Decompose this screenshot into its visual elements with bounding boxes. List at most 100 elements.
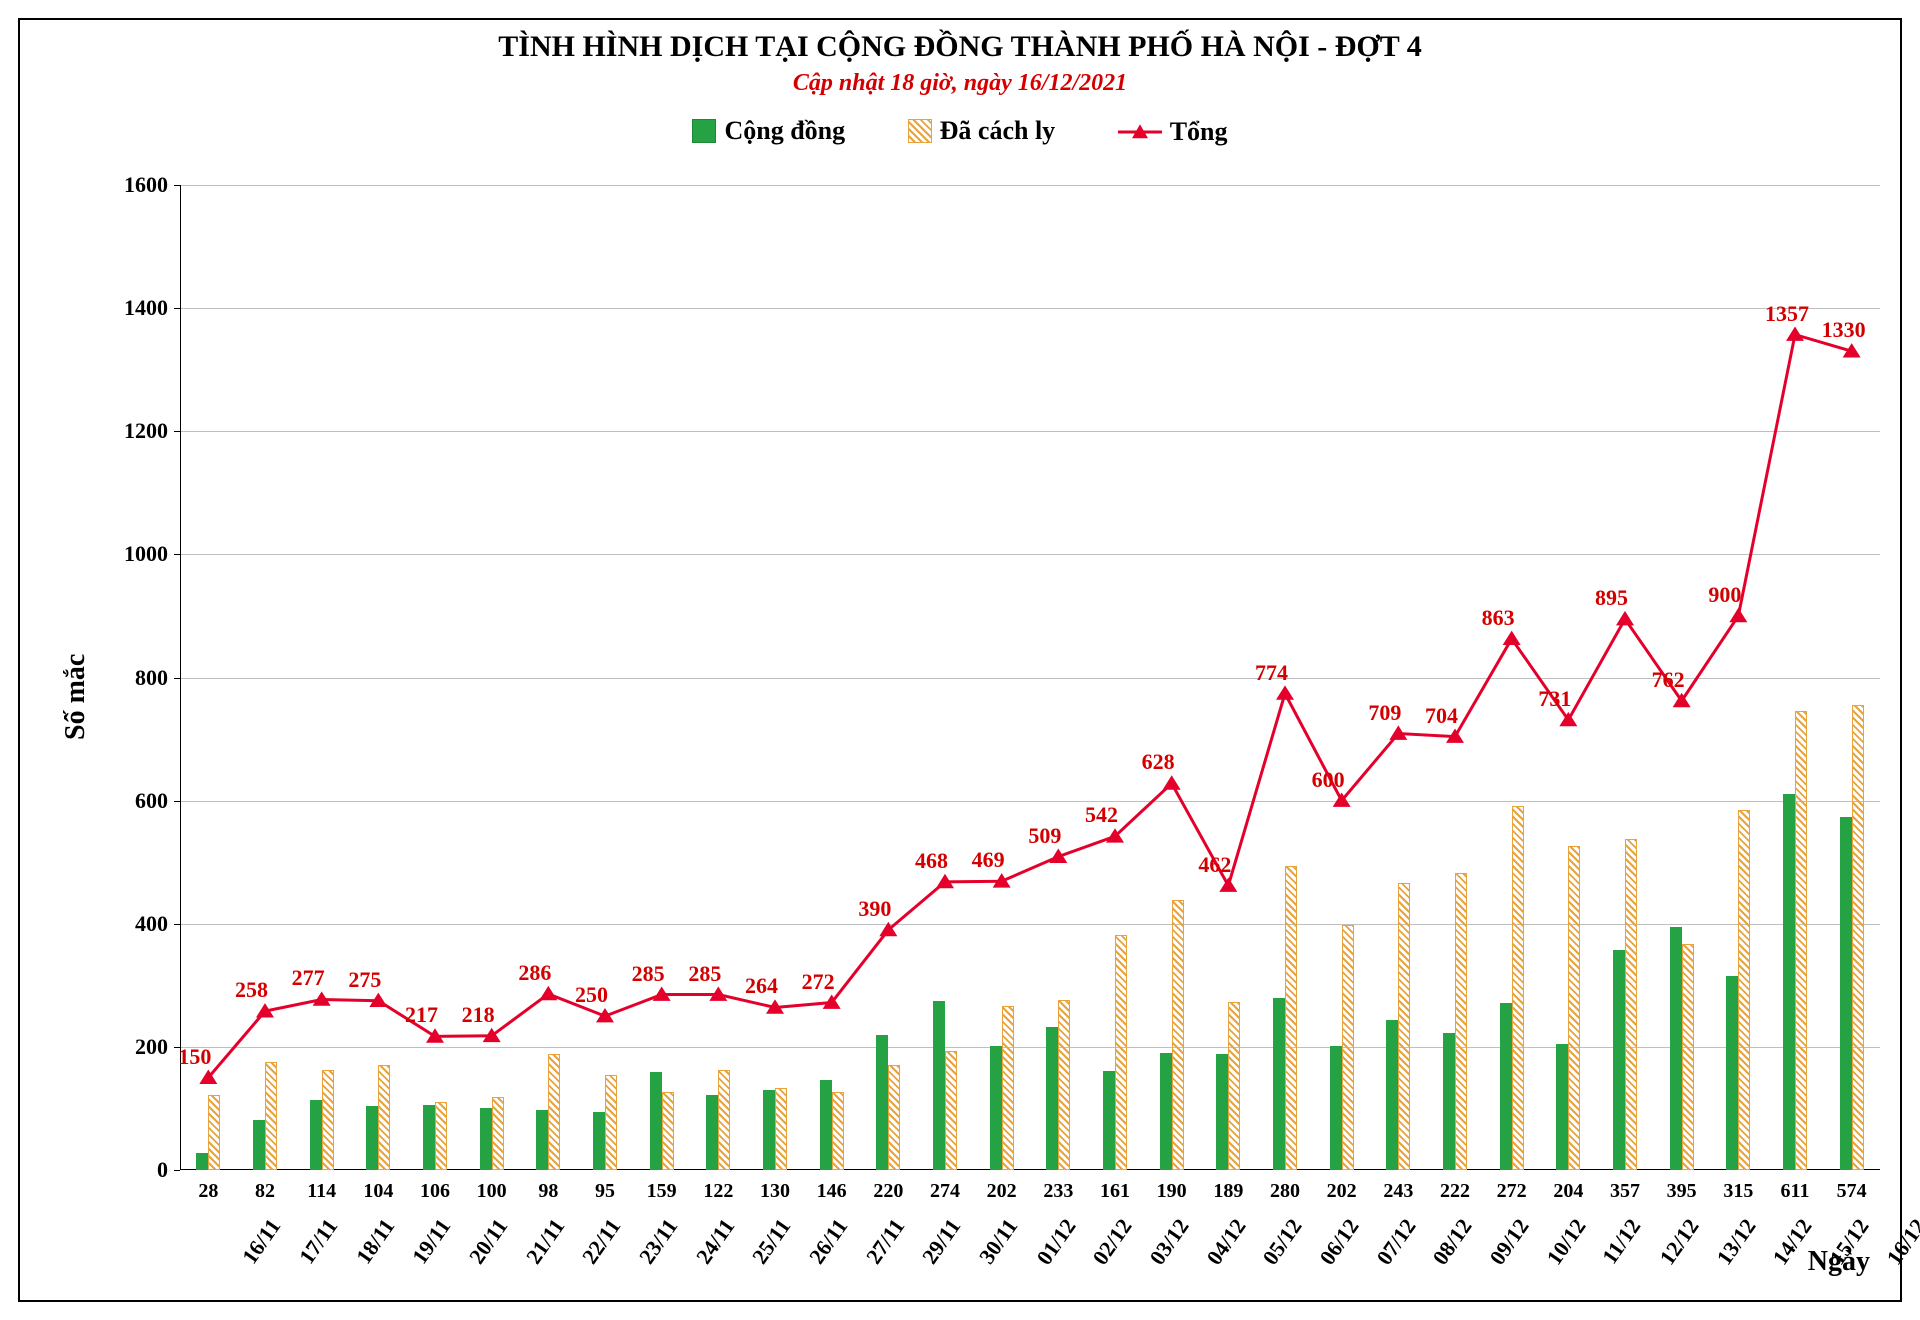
total-marker (539, 986, 557, 1000)
chart-frame: TÌNH HÌNH DỊCH TẠI CỘNG ĐỒNG THÀNH PHỐ H… (18, 18, 1902, 1302)
community-value-label: 106 (420, 1180, 450, 1203)
legend-swatch-quarantine (908, 119, 932, 143)
total-line (208, 335, 1851, 1078)
legend-item-community: Cộng đồng (692, 116, 845, 146)
total-marker (1616, 611, 1634, 625)
total-marker (1503, 631, 1521, 645)
y-tick (174, 1170, 180, 1171)
x-tick-label: 04/12 (1201, 1214, 1251, 1270)
x-tick-label: 24/11 (691, 1214, 740, 1269)
total-value-label: 895 (1595, 585, 1628, 611)
community-value-label: 233 (1043, 1180, 1073, 1203)
community-value-label: 159 (647, 1180, 677, 1203)
total-value-label: 286 (518, 960, 551, 986)
community-value-label: 395 (1667, 1180, 1697, 1203)
total-value-label: 542 (1085, 802, 1118, 828)
community-value-label: 161 (1100, 1180, 1130, 1203)
chart-title: TÌNH HÌNH DỊCH TẠI CỘNG ĐỒNG THÀNH PHỐ H… (20, 30, 1900, 64)
total-value-label: 762 (1652, 667, 1685, 693)
community-value-label: 204 (1553, 1180, 1583, 1203)
x-tick-label: 06/12 (1314, 1214, 1364, 1270)
community-value-label: 611 (1781, 1180, 1810, 1203)
x-tick-label: 10/12 (1541, 1214, 1591, 1270)
total-value-label: 217 (405, 1002, 438, 1028)
community-value-label: 274 (930, 1180, 960, 1203)
x-tick-label: 11/12 (1597, 1214, 1646, 1269)
y-tick-label: 200 (135, 1034, 168, 1060)
community-value-label: 189 (1213, 1180, 1243, 1203)
x-tick-label: 08/12 (1428, 1214, 1478, 1270)
y-tick-label: 0 (157, 1157, 168, 1183)
community-value-label: 98 (538, 1180, 558, 1203)
x-tick-label: 21/11 (521, 1214, 570, 1269)
total-value-label: 250 (575, 982, 608, 1008)
x-tick-label: 25/11 (747, 1214, 796, 1269)
x-tick-label: 26/11 (804, 1214, 853, 1269)
x-tick-label: 23/11 (634, 1214, 683, 1269)
legend-swatch-total (1118, 121, 1162, 143)
total-value-label: 218 (462, 1002, 495, 1028)
community-value-label: 202 (987, 1180, 1017, 1203)
x-tick-label: 02/12 (1088, 1214, 1138, 1270)
total-value-label: 704 (1425, 703, 1458, 729)
community-value-label: 222 (1440, 1180, 1470, 1203)
legend-item-quarantine: Đã cách ly (908, 116, 1056, 146)
x-tick-label: 01/12 (1031, 1214, 1081, 1270)
y-tick-label: 1000 (124, 541, 168, 567)
total-value-label: 264 (745, 973, 778, 999)
x-tick-label: 07/12 (1371, 1214, 1421, 1270)
y-tick-label: 1400 (124, 295, 168, 321)
total-marker (1786, 326, 1804, 340)
total-marker (1276, 685, 1294, 699)
total-value-label: 863 (1482, 605, 1515, 631)
x-tick-label: 17/11 (294, 1214, 343, 1269)
x-tick-label: 16/11 (237, 1214, 286, 1269)
x-tick-label: 27/11 (861, 1214, 910, 1269)
total-value-label: 900 (1708, 582, 1741, 608)
total-value-label: 1357 (1765, 301, 1809, 327)
y-tick-label: 600 (135, 788, 168, 814)
total-value-label: 600 (1312, 767, 1345, 793)
total-value-label: 731 (1538, 686, 1571, 712)
community-value-label: 146 (817, 1180, 847, 1203)
community-value-label: 100 (477, 1180, 507, 1203)
total-value-label: 509 (1028, 823, 1061, 849)
community-value-label: 122 (703, 1180, 733, 1203)
community-value-label: 574 (1837, 1180, 1867, 1203)
community-value-label: 104 (363, 1180, 393, 1203)
x-tick-label: 16/12 (1881, 1214, 1920, 1270)
community-value-label: 220 (873, 1180, 903, 1203)
x-tick-label: 19/11 (407, 1214, 456, 1269)
community-value-label: 202 (1327, 1180, 1357, 1203)
total-value-label: 275 (348, 967, 381, 993)
total-marker (1559, 712, 1577, 726)
total-value-label: 709 (1368, 700, 1401, 726)
total-value-label: 277 (292, 965, 325, 991)
x-tick-label: 03/12 (1144, 1214, 1194, 1270)
total-marker (1673, 693, 1691, 707)
x-tick-label: 18/11 (351, 1214, 400, 1269)
community-value-label: 357 (1610, 1180, 1640, 1203)
total-value-label: 150 (178, 1044, 211, 1070)
community-value-label: 272 (1497, 1180, 1527, 1203)
community-value-label: 95 (595, 1180, 615, 1203)
legend-label-community: Cộng đồng (724, 116, 845, 146)
community-value-label: 280 (1270, 1180, 1300, 1203)
legend-swatch-community (692, 119, 716, 143)
total-value-label: 469 (972, 847, 1005, 873)
community-value-label: 243 (1383, 1180, 1413, 1203)
y-axis-title: Số mắc (60, 654, 92, 740)
total-value-label: 628 (1142, 749, 1175, 775)
x-tick-label: 22/11 (577, 1214, 626, 1269)
total-value-label: 774 (1255, 660, 1288, 686)
x-tick-label: 12/12 (1654, 1214, 1704, 1270)
total-marker (1219, 877, 1237, 891)
community-value-label: 190 (1157, 1180, 1187, 1203)
community-value-label: 130 (760, 1180, 790, 1203)
community-value-label: 28 (198, 1180, 218, 1203)
total-marker (1729, 608, 1747, 622)
y-tick-label: 1600 (124, 172, 168, 198)
total-value-label: 390 (858, 896, 891, 922)
total-value-label: 285 (688, 961, 721, 987)
y-tick-label: 1200 (124, 418, 168, 444)
